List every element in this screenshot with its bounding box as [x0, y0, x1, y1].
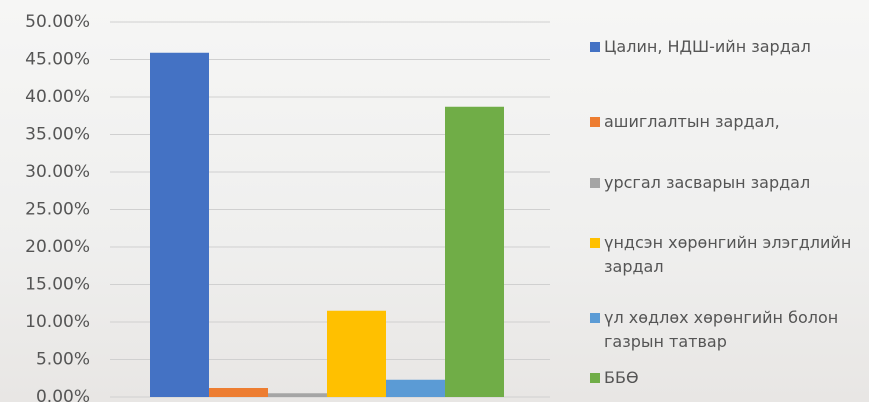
y-tick-label: 40.00%	[25, 87, 90, 107]
legend-item: ашиглалтын зардал,	[590, 110, 865, 134]
legend-item: үндсэн хөрөнгийн элэгдлийн зардал	[590, 231, 865, 279]
bar	[150, 52, 209, 397]
bar	[268, 393, 327, 397]
y-tick-label: 20.00%	[25, 237, 90, 257]
bar	[327, 310, 386, 397]
legend-label: ББӨ	[604, 368, 639, 387]
y-tick-label: 25.00%	[25, 200, 90, 220]
y-tick-label: 35.00%	[25, 125, 90, 145]
legend-label: Цалин, НДШ-ийн зардал	[604, 37, 811, 56]
legend-item: Цалин, НДШ-ийн зардал	[590, 35, 865, 59]
legend-swatch	[590, 178, 600, 188]
legend-label: үл хөдлөх хөрөнгийн болон газрын татвар	[604, 308, 839, 351]
y-tick-label: 45.00%	[25, 50, 90, 70]
legend-label: урсгал засварын зардал	[604, 173, 811, 192]
bar	[209, 388, 268, 397]
y-tick-label: 10.00%	[25, 312, 90, 332]
legend-swatch	[590, 42, 600, 52]
legend-item: ББӨ	[590, 366, 865, 390]
legend-item: үл хөдлөх хөрөнгийн болон газрын татвар	[590, 306, 865, 354]
legend-label: үндсэн хөрөнгийн элэгдлийн зардал	[604, 233, 852, 276]
y-tick-label: 50.00%	[25, 12, 90, 32]
y-tick-label: 0.00%	[36, 387, 90, 402]
bar	[445, 106, 504, 397]
legend-swatch	[590, 373, 600, 383]
bar	[386, 379, 445, 397]
legend-swatch	[590, 238, 600, 248]
y-tick-label: 5.00%	[36, 350, 90, 370]
legend-swatch	[590, 313, 600, 323]
legend-item: урсгал засварын зардал	[590, 171, 865, 195]
y-tick-label: 30.00%	[25, 162, 90, 182]
y-tick-label: 15.00%	[25, 275, 90, 295]
legend-label: ашиглалтын зардал,	[604, 112, 780, 131]
legend-swatch	[590, 117, 600, 127]
